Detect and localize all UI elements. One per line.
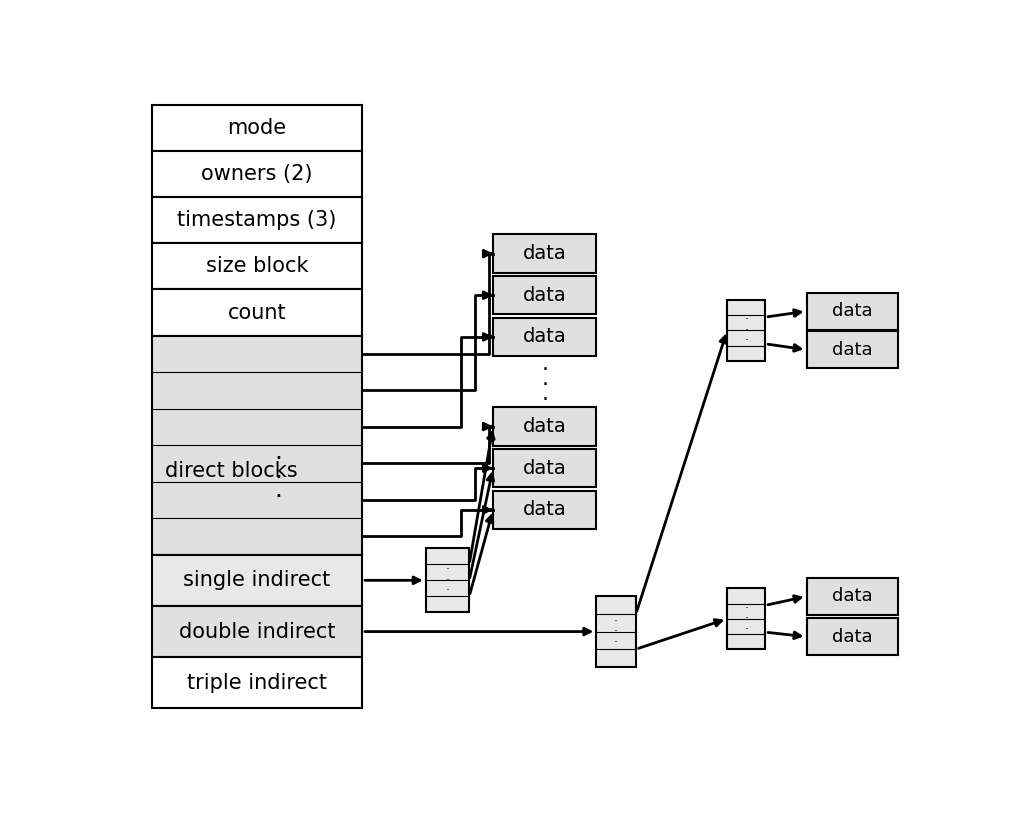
FancyBboxPatch shape xyxy=(152,197,362,243)
FancyBboxPatch shape xyxy=(807,331,898,369)
Text: data: data xyxy=(831,587,872,606)
FancyBboxPatch shape xyxy=(494,276,596,314)
Text: count: count xyxy=(227,303,287,323)
Text: data: data xyxy=(831,340,872,359)
FancyBboxPatch shape xyxy=(494,491,596,529)
Text: owners (2): owners (2) xyxy=(201,164,312,184)
FancyBboxPatch shape xyxy=(727,300,765,361)
Text: data: data xyxy=(523,458,566,478)
FancyBboxPatch shape xyxy=(807,577,898,615)
Text: ·
·
·: · · · xyxy=(744,602,749,636)
FancyBboxPatch shape xyxy=(494,235,596,273)
Text: size block: size block xyxy=(206,256,308,276)
FancyBboxPatch shape xyxy=(152,606,362,657)
FancyBboxPatch shape xyxy=(152,335,362,555)
FancyBboxPatch shape xyxy=(152,243,362,290)
Text: ·
·
·: · · · xyxy=(541,359,548,410)
Text: data: data xyxy=(523,500,566,519)
FancyBboxPatch shape xyxy=(807,618,898,656)
FancyBboxPatch shape xyxy=(596,597,636,666)
Text: data: data xyxy=(523,417,566,436)
Text: ·
·
·: · · · xyxy=(614,615,618,649)
FancyBboxPatch shape xyxy=(494,449,596,488)
Text: data: data xyxy=(523,285,566,305)
Text: ·
·
·: · · · xyxy=(445,563,450,597)
Text: data: data xyxy=(523,244,566,263)
FancyBboxPatch shape xyxy=(494,318,596,356)
Text: ·
·
·: · · · xyxy=(274,447,282,509)
Text: ·
·
·: · · · xyxy=(744,314,749,348)
FancyBboxPatch shape xyxy=(152,555,362,606)
FancyBboxPatch shape xyxy=(494,408,596,446)
Text: data: data xyxy=(831,627,872,646)
FancyBboxPatch shape xyxy=(152,105,362,151)
FancyBboxPatch shape xyxy=(426,548,469,612)
Text: direct blocks: direct blocks xyxy=(166,462,298,482)
Text: double indirect: double indirect xyxy=(179,622,335,641)
FancyBboxPatch shape xyxy=(152,657,362,709)
Text: single indirect: single indirect xyxy=(183,570,331,591)
FancyBboxPatch shape xyxy=(152,290,362,335)
FancyBboxPatch shape xyxy=(152,151,362,197)
Text: triple indirect: triple indirect xyxy=(187,673,327,693)
FancyBboxPatch shape xyxy=(807,293,898,329)
Text: data: data xyxy=(831,302,872,320)
Text: mode: mode xyxy=(227,118,287,138)
FancyBboxPatch shape xyxy=(727,588,765,649)
Text: timestamps (3): timestamps (3) xyxy=(177,210,337,230)
Text: data: data xyxy=(523,327,566,346)
